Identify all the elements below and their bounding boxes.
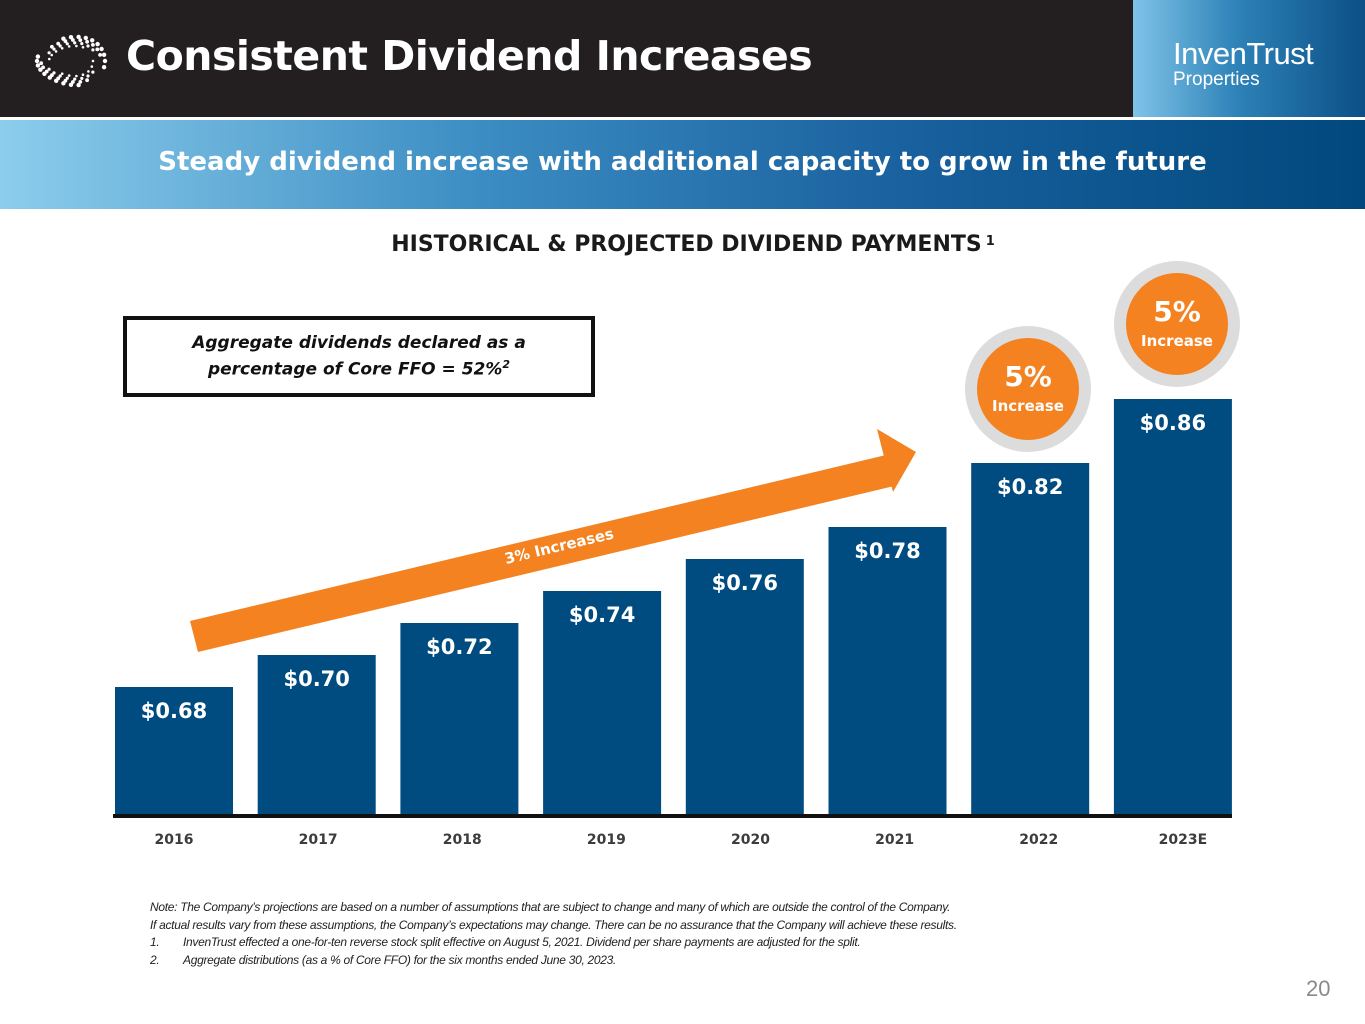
x-tick-2016: 2016 [155, 832, 194, 848]
x-tick-2018: 2018 [443, 832, 482, 848]
bar-value-label-2022: $0.82 [997, 475, 1063, 499]
badge-label-2: Increase [1141, 332, 1213, 350]
bar-2019 [543, 591, 662, 815]
x-tick-2020: 2020 [731, 832, 770, 848]
badge-percent-2: 5% [1153, 295, 1201, 328]
callout-text: Aggregate dividends declared as a percen… [179, 332, 539, 381]
badge-label-1: Increase [992, 397, 1064, 415]
badge-percent-1: 5% [1004, 360, 1052, 393]
bar-2017 [257, 655, 376, 815]
page-number: 20 [1306, 976, 1331, 1001]
growth-arrow-head [877, 429, 916, 492]
callout-footnote: 2 [502, 358, 511, 372]
globe-dots-icon [34, 34, 108, 88]
bar-value-label-2017: $0.70 [283, 667, 349, 691]
callout-line1: Aggregate dividends declared as a [192, 333, 526, 354]
bar-2021 [828, 527, 947, 815]
x-tick-2023E: 2023E [1159, 832, 1208, 848]
bar-value-label-2023E: $0.86 [1140, 411, 1206, 435]
brand-name: InvenTrust [1173, 36, 1314, 71]
bar-value-label-2016: $0.68 [141, 699, 207, 723]
footnote-1: 1. InvenTrust effected a one-for-ten reve… [150, 934, 1150, 952]
x-tick-2021: 2021 [875, 832, 914, 848]
chart-title-footnote: 1 [985, 234, 995, 249]
footnote-1-number: 1. [150, 935, 160, 949]
bar-2023E [1113, 399, 1232, 815]
bar-value-label-2018: $0.72 [426, 635, 492, 659]
subtitle-banner: Steady dividend increase with additional… [0, 120, 1365, 209]
x-tick-2022: 2022 [1019, 832, 1058, 848]
badge-2 [1126, 273, 1228, 375]
page-title: Consistent Dividend Increases [126, 32, 813, 80]
footnotes: Note: The Company’s projections are base… [150, 899, 1150, 969]
core-ffo-callout: Aggregate dividends declared as a percen… [123, 316, 595, 397]
x-tick-2019: 2019 [587, 832, 626, 848]
bar-value-label-2020: $0.76 [712, 571, 778, 595]
bar-2022 [971, 463, 1090, 815]
bar-2018 [400, 623, 519, 815]
header-divider [0, 117, 1365, 120]
footnote-2: 2. Aggregate distributions (as a % of Cor… [150, 952, 1150, 970]
chart-title-text: HISTORICAL & PROJECTED DIVIDEND PAYMENTS [391, 232, 982, 257]
x-axis-line [113, 814, 1232, 818]
callout-line2: percentage of Core FFO = 52% [207, 359, 503, 380]
bar-2020 [685, 559, 804, 815]
bar-value-label-2021: $0.78 [854, 539, 920, 563]
footnote-2-number: 2. [150, 952, 160, 967]
note-line-2: If actual results vary from these assump… [150, 917, 957, 932]
note-line-1: Note: The Company’s projections are base… [150, 900, 951, 914]
x-tick-2017: 2017 [299, 832, 338, 848]
banner-text: Steady dividend increase with additional… [158, 147, 1207, 177]
badge-1 [977, 338, 1079, 440]
growth-arrow-body [190, 455, 894, 652]
footnote-2-text: Aggregate distributions (as a % of Core … [183, 952, 617, 967]
bar-value-label-2019: $0.74 [569, 603, 635, 627]
chart-title: HISTORICAL & PROJECTED DIVIDEND PAYMENTS… [0, 232, 1365, 257]
brand-logo: InvenTrust Properties [1133, 0, 1365, 117]
bar-2016 [115, 687, 233, 815]
header-bar: Consistent Dividend Increases InvenTrust… [0, 0, 1365, 117]
footnote-1-text: InvenTrust effected a one-for-ten revers… [183, 935, 861, 949]
brand-subtitle: Properties [1173, 69, 1260, 90]
